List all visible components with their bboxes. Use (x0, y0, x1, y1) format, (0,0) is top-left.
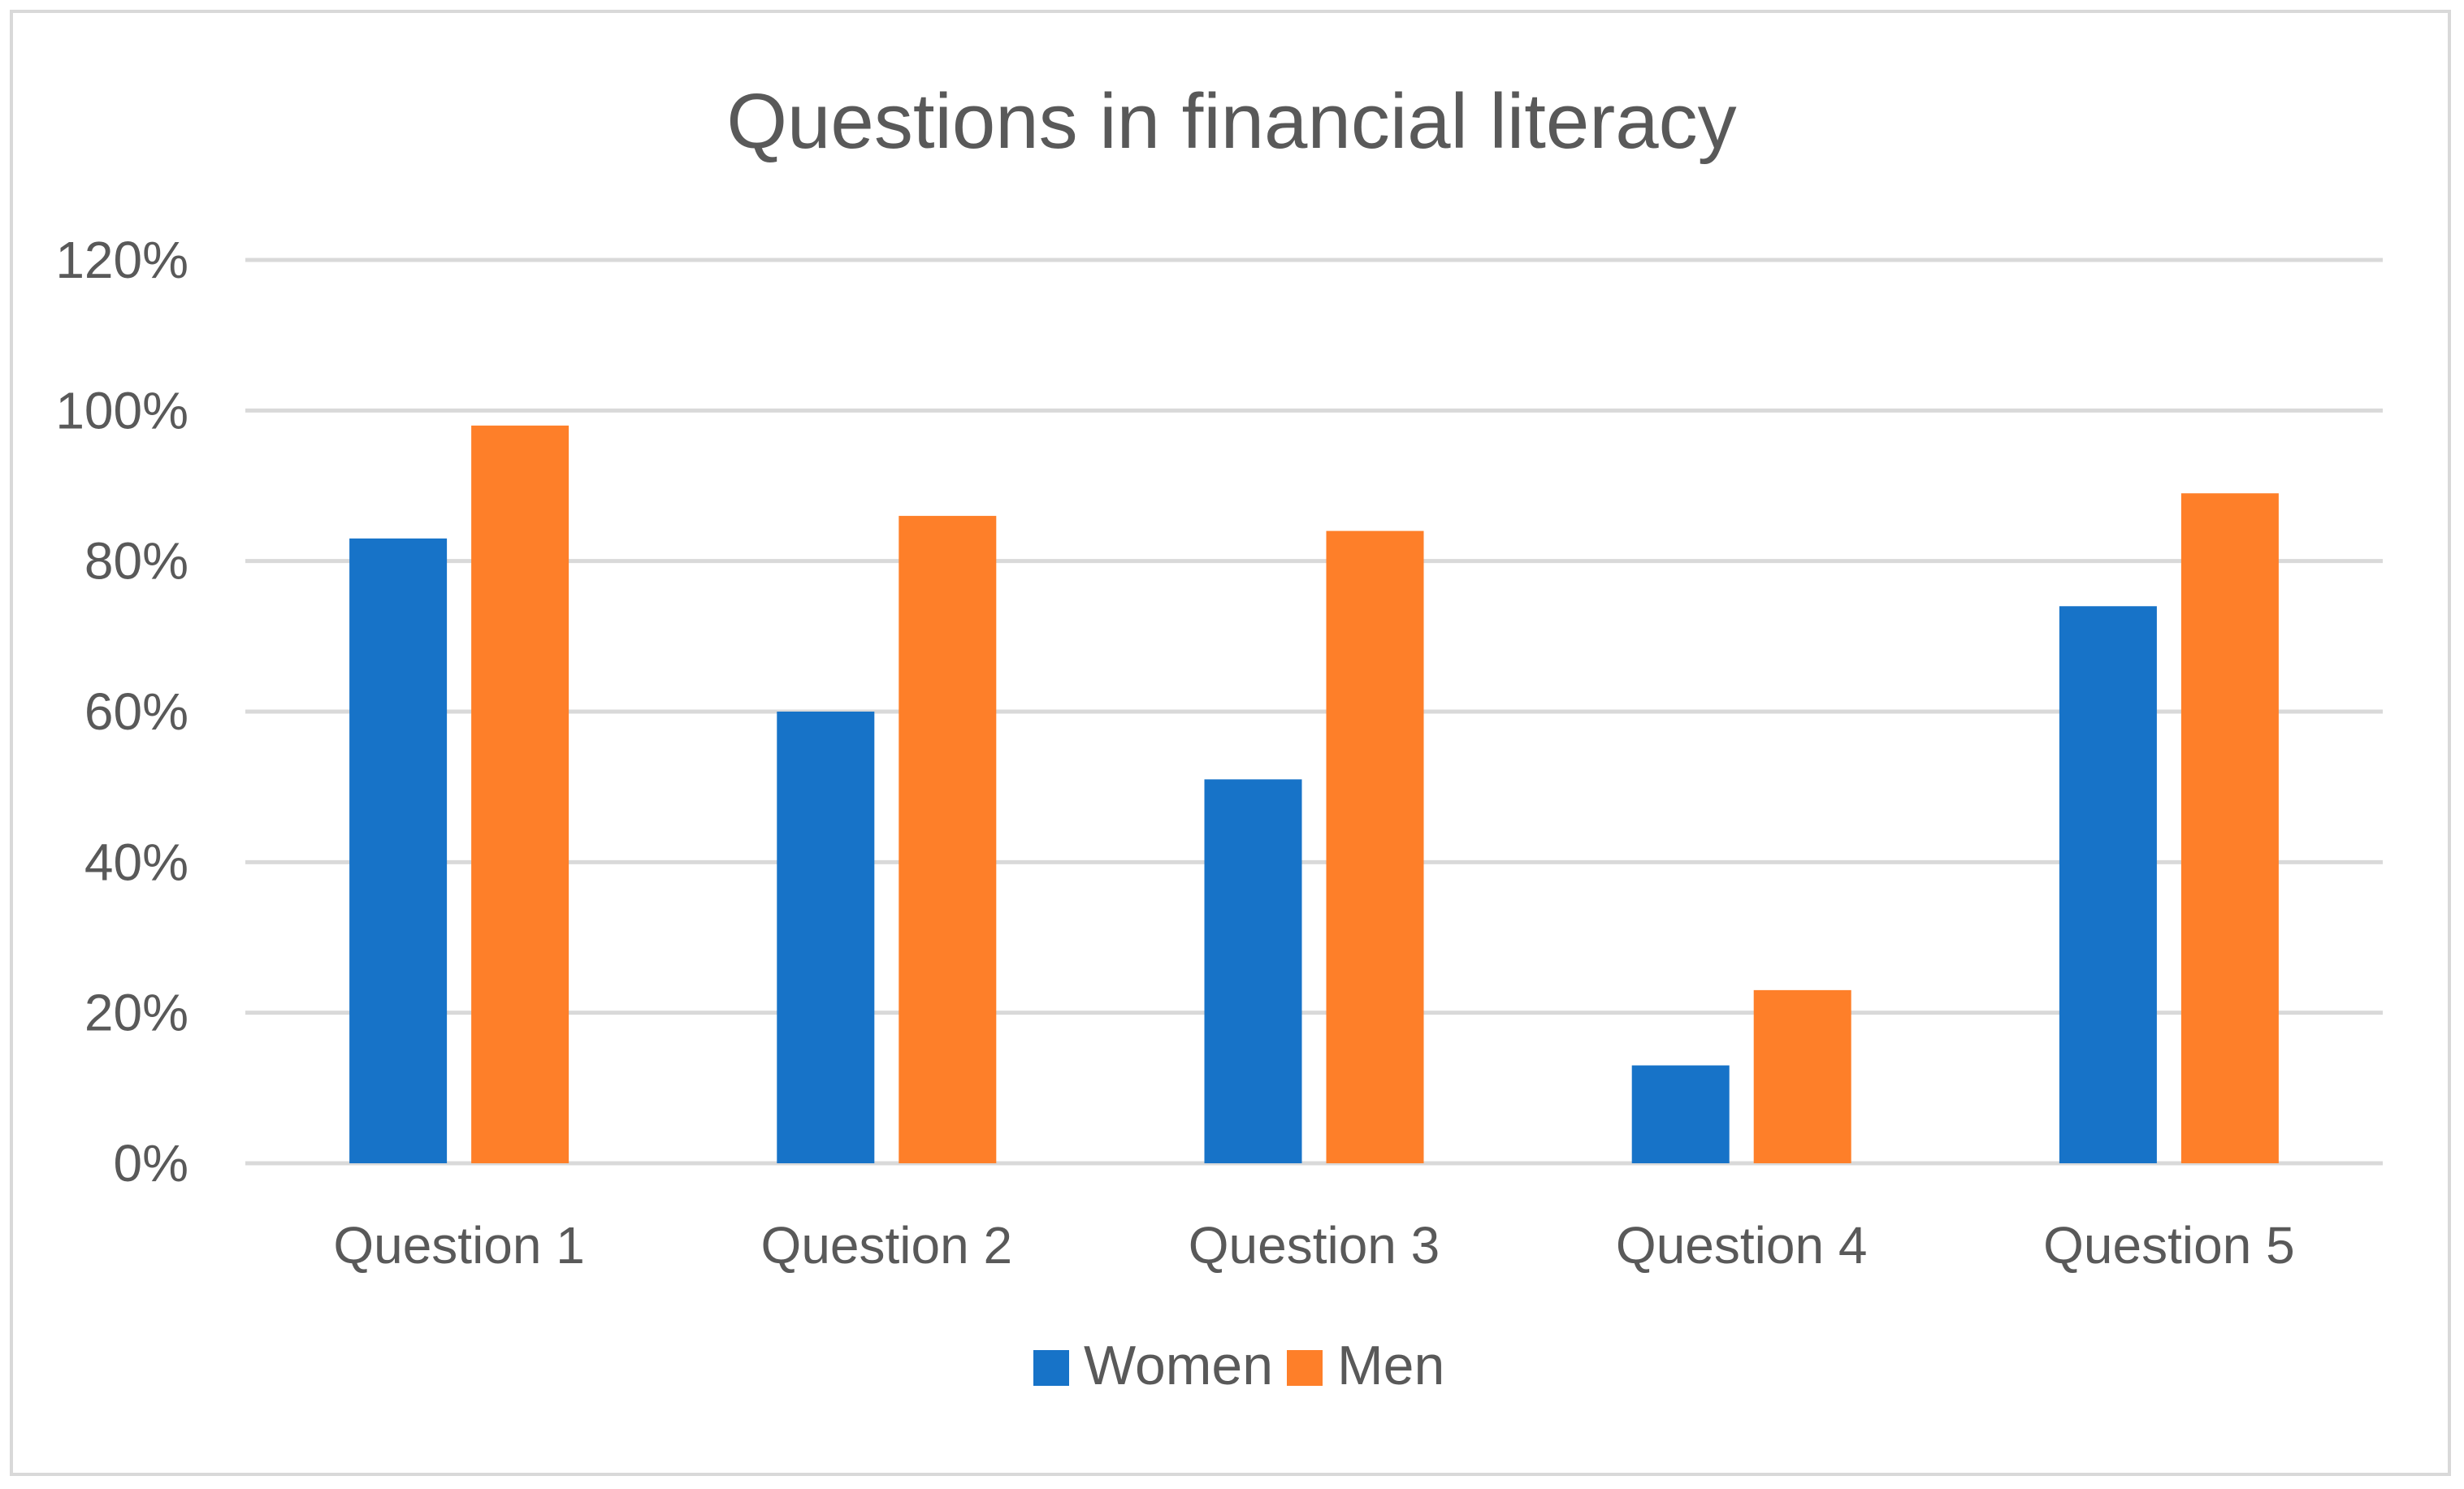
legend-swatch-women (1033, 1350, 1069, 1386)
x-tick-label: Question 2 (761, 1216, 1013, 1275)
y-tick-label: 60% (84, 682, 188, 741)
gridlines (245, 258, 2383, 1166)
bar-women-1 (349, 538, 448, 1163)
x-tick-label: Question 5 (2043, 1216, 2295, 1275)
y-tick-label: 100% (55, 381, 188, 439)
y-tick-label: 40% (84, 833, 188, 891)
bar-men-3 (1326, 530, 1424, 1163)
bar-women-5 (2059, 606, 2157, 1163)
bar-men-1 (471, 425, 569, 1163)
chart-title: Questions in financial literacy (726, 78, 1736, 165)
bar-men-2 (899, 516, 997, 1163)
bar-men-5 (2180, 493, 2279, 1163)
bar-women-4 (1631, 1065, 1730, 1163)
y-tick-label: 20% (84, 984, 188, 1042)
y-axis-tick-labels: 0% 20% 40% 60% 80% 100% 120% (55, 231, 188, 1192)
bar-men-4 (1753, 989, 1851, 1163)
bars (349, 425, 2279, 1163)
bar-women-3 (1204, 779, 1302, 1163)
legend-swatch-men (1287, 1350, 1323, 1386)
y-tick-label: 0% (114, 1134, 189, 1192)
x-tick-label: Question 3 (1189, 1216, 1440, 1275)
legend-label-men: Men (1337, 1335, 1444, 1396)
legend-label-women: Women (1084, 1335, 1273, 1396)
legend: Women Men (1033, 1335, 1444, 1396)
y-tick-label: 120% (55, 231, 188, 289)
y-tick-label: 80% (84, 532, 188, 591)
x-axis-tick-labels: Question 1 Question 2 Question 3 Question 4… (333, 1216, 2294, 1275)
x-tick-label: Question 4 (1616, 1216, 1868, 1275)
bar-women-2 (777, 712, 875, 1163)
x-tick-label: Question 1 (333, 1216, 585, 1275)
